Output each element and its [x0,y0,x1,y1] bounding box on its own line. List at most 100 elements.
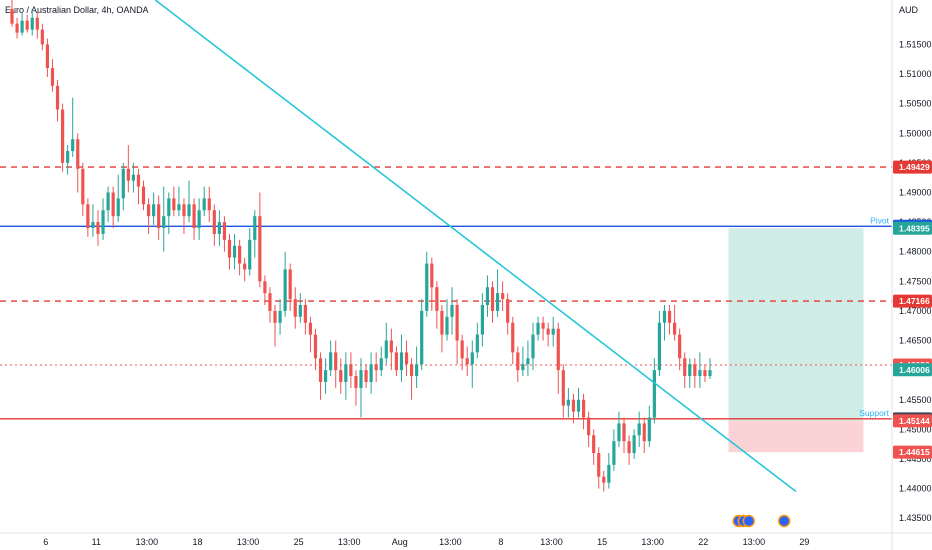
x-tick-label: 13:00 [237,537,260,547]
price-badges: 1.494291.484291.483951.471661.460861.460… [893,160,932,459]
candle-body [207,198,211,211]
candle-body [440,310,444,335]
candle-body [566,399,570,406]
candle-body [379,358,383,371]
candle-body [354,376,358,388]
y-tick-label: 1.45500 [899,395,932,405]
position-zones [728,228,864,453]
candle-body [273,310,277,323]
candle-body [460,340,464,359]
candle-body [344,364,348,382]
candle-body [50,68,55,86]
event-marker[interactable] [777,514,791,528]
y-tick-label: 1.43500 [899,513,932,523]
candle-body [683,358,687,377]
candle-body [323,370,328,382]
candle-body [136,174,141,187]
price-badge [893,414,932,428]
price-badge-label: 1.46006 [899,365,930,375]
event-marker[interactable] [742,514,756,528]
candle-body [445,316,449,335]
candle-body [470,352,474,365]
candle-body [587,417,591,436]
candle-body [521,364,525,371]
candle-body [511,322,515,353]
candle-body [642,423,646,442]
candle-body [55,85,60,110]
candle-body [243,263,247,270]
price-axis[interactable]: AUD 1.515001.510001.505001.500001.495001… [891,0,932,550]
candle-body [131,174,135,181]
candle-body [693,364,697,377]
y-tick-label: 1.49000 [899,187,932,197]
candle-body [592,435,596,454]
candle-body [501,293,505,300]
candle-body [394,352,399,371]
candle-body [126,168,130,181]
y-tick-label: 1.50500 [899,99,932,109]
candle-body [678,334,682,359]
y-tick-label: 1.47500 [899,276,932,286]
y-tick-label: 1.51500 [899,39,932,49]
candle-body [339,370,343,382]
candle-body [637,423,641,436]
candle-body [60,109,65,163]
price-badge-label: 1.48395 [899,223,930,233]
time-axis[interactable]: 6 11 13:00 18 13:00 25 13:00 Aug 13:00 8 13:00 15 13… [0,532,932,547]
candle-body [25,20,29,30]
candle-body [232,245,237,258]
candle-body [465,358,469,365]
candle-body [480,304,484,335]
target-zone [728,228,864,421]
candle-body [172,198,176,211]
candle-body [308,322,313,335]
candles [10,0,712,492]
x-tick-label: 29 [799,537,809,547]
candle-body [167,198,171,217]
candle-body [197,210,201,229]
candle-body [688,364,692,377]
candle-body [35,17,39,30]
candle-body [141,186,146,205]
candle-body [349,364,353,377]
candle-body [632,435,636,454]
candle-body [329,352,333,371]
candle-body [541,322,545,329]
y-tick-label: 1.47000 [899,306,932,316]
candle-body [298,304,302,317]
candle-body [374,364,378,371]
candle-body [222,222,227,240]
candle-body [708,370,712,377]
trendline[interactable] [154,0,797,493]
candle-body [703,370,707,377]
candle-body [425,263,429,311]
candle-body [652,370,656,418]
candle-body [202,198,206,211]
candle-body [657,322,662,371]
y-tick-label: 1.50000 [899,128,932,138]
candle-body [86,204,90,229]
candle-body [420,310,424,365]
horizontal-lines: Pivot Support [0,166,892,420]
candle-body [698,370,702,377]
candle-body [571,399,576,412]
candle-body [111,192,115,217]
y-tick-label: 1.51000 [899,69,932,79]
x-tick-label: 8 [498,537,503,547]
candle-body [581,399,586,418]
y-tick-label: 1.48000 [899,247,932,257]
candle-body [20,20,24,33]
candle-body [162,216,166,229]
y-tick-label: 1.44500 [899,454,932,464]
candle-body [430,263,434,288]
candle-body [288,269,292,300]
candle-body [399,352,404,371]
candle-body [672,322,677,335]
candle-body [561,370,565,406]
event-markers [732,514,791,528]
candle-body [359,370,363,388]
candle-body [116,198,120,217]
candle-body [263,281,267,294]
price-badge [893,160,932,174]
